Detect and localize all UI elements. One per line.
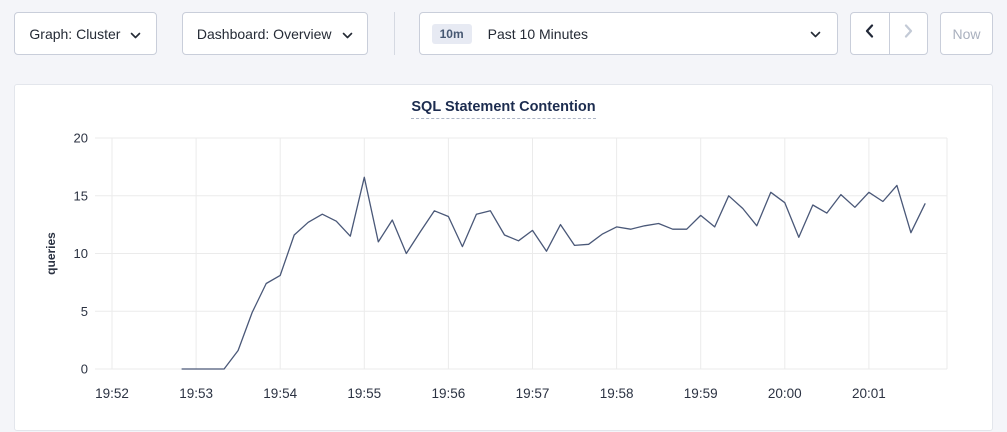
- x-tick-label: 19:56: [432, 386, 466, 401]
- toolbar-divider: [393, 12, 395, 55]
- graph-dropdown[interactable]: Graph: Cluster: [14, 12, 157, 55]
- dashboard-dropdown[interactable]: Dashboard: Overview: [181, 12, 368, 55]
- chevron-down-icon: [130, 26, 141, 42]
- time-range-picker[interactable]: 10m Past 10 Minutes: [418, 12, 839, 55]
- x-tick-label: 19:55: [347, 386, 381, 401]
- time-range-label: Past 10 Minutes: [487, 25, 589, 42]
- contention-chart[interactable]: 0 5 10 15 20 19:52 19:53 19:54 19:55 19:56 19:57 19…: [15, 130, 992, 432]
- y-tick-label: 5: [81, 304, 88, 319]
- graph-dropdown-label: Graph: Cluster: [29, 25, 121, 42]
- y-tick-label: 15: [74, 188, 88, 203]
- x-tick-label: 19:53: [179, 386, 213, 401]
- x-tick-label: 19:57: [516, 386, 550, 401]
- x-tick-label: 19:54: [263, 386, 297, 401]
- now-button[interactable]: Now: [940, 12, 993, 55]
- x-tick-label: 19:58: [600, 386, 634, 401]
- chevron-down-icon: [810, 25, 821, 43]
- chart-title[interactable]: SQL Statement Contention: [411, 99, 596, 119]
- previous-interval-button[interactable]: [851, 13, 890, 54]
- chevron-down-icon: [342, 26, 353, 42]
- time-range-badge: 10m: [431, 23, 472, 44]
- x-tick-label: 19:52: [95, 386, 129, 401]
- chart-title-row: SQL Statement Contention: [15, 85, 992, 130]
- contention-line-series: [181, 176, 926, 370]
- chevron-right-icon: [904, 24, 913, 43]
- y-tick-label: 20: [74, 131, 88, 146]
- y-axis-label: queries: [44, 232, 58, 275]
- dashboard-dropdown-label: Dashboard: Overview: [196, 25, 332, 42]
- y-tick-label: 0: [81, 362, 88, 377]
- x-tick-label: 20:00: [768, 386, 802, 401]
- next-interval-button[interactable]: [890, 13, 927, 54]
- toolbar: Graph: Cluster Dashboard: Overview 10m P…: [0, 0, 1007, 55]
- chevron-left-icon: [865, 24, 874, 43]
- chart-panel: SQL Statement Contention 0 5 10 15 20 19:52 19…: [14, 84, 993, 431]
- x-tick-label: 19:59: [684, 386, 718, 401]
- x-tick-label: 20:01: [852, 386, 886, 401]
- time-step-button-group: [850, 12, 929, 55]
- y-tick-label: 10: [74, 246, 88, 261]
